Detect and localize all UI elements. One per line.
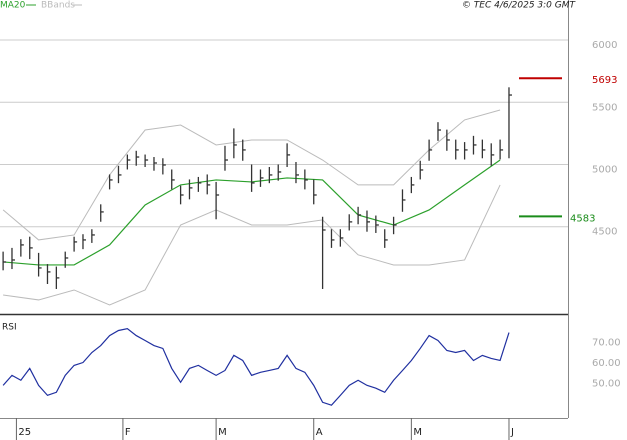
x-tick-label: 25 bbox=[18, 427, 31, 438]
y-tick-label: 4500 bbox=[592, 227, 617, 238]
rsi-line bbox=[2, 328, 510, 406]
level-label: 5693 bbox=[592, 75, 617, 86]
y-tick-label: 6000 bbox=[592, 40, 617, 51]
legend-bbands: BBands bbox=[41, 1, 75, 11]
x-tick-label: M bbox=[413, 427, 422, 438]
copyright: © TEC 4/6/2025 3:0 GMT bbox=[462, 1, 577, 11]
legend-ma: MA20 bbox=[0, 1, 26, 11]
bband-lower bbox=[3, 184, 501, 306]
rsi-tick-label: 70.00 bbox=[592, 338, 621, 349]
level-label: 4583 bbox=[570, 213, 595, 224]
rsi-tick-label: 60.00 bbox=[592, 358, 621, 369]
rsi-label: RSI bbox=[2, 323, 17, 333]
x-tick-label: A bbox=[316, 427, 323, 438]
x-tick-label: M bbox=[218, 427, 227, 438]
x-tick-label: J bbox=[510, 427, 514, 438]
x-tick-label: F bbox=[125, 427, 131, 438]
rsi-tick-label: 50.00 bbox=[592, 378, 621, 389]
y-tick-label: 5500 bbox=[592, 102, 617, 113]
bband-upper bbox=[2, 109, 501, 241]
y-tick-label: 5000 bbox=[592, 164, 617, 175]
